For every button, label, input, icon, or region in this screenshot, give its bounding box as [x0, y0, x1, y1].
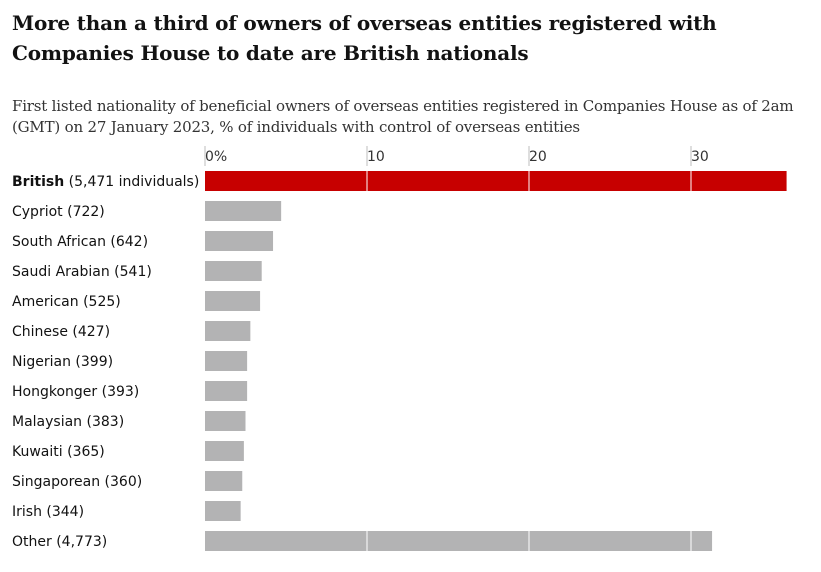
category-label: Cypriot (722)	[12, 204, 105, 220]
category-name: Hongkonger	[12, 384, 97, 400]
category-count: (525)	[79, 294, 121, 310]
bar-south-african	[205, 231, 274, 251]
bar-saudi-arabian	[205, 261, 262, 281]
bar-hongkonger	[205, 381, 248, 401]
chart-subtitle: First listed nationality of beneficial o…	[12, 97, 794, 136]
bar-nigerian	[205, 351, 248, 371]
bar-british	[205, 171, 787, 191]
category-label: Other (4,773)	[12, 534, 107, 550]
category-count: (344)	[42, 504, 84, 520]
category-label: Hongkonger (393)	[12, 384, 139, 400]
bar-american	[205, 291, 261, 311]
category-label: Saudi Arabian (541)	[12, 264, 152, 280]
category-name: Other	[12, 534, 52, 550]
category-count: (5,471 individuals)	[64, 174, 199, 190]
category-count: (365)	[63, 444, 105, 460]
category-name: South African	[12, 234, 106, 250]
category-count: (383)	[82, 414, 124, 430]
bar-other	[205, 531, 713, 551]
category-name: Kuwaiti	[12, 444, 63, 460]
category-count: (427)	[68, 324, 110, 340]
category-count: (642)	[106, 234, 148, 250]
category-name: Saudi Arabian	[12, 264, 110, 280]
category-label: Nigerian (399)	[12, 354, 113, 370]
category-label: American (525)	[12, 294, 121, 310]
category-label: Chinese (427)	[12, 324, 110, 340]
category-name: Irish	[12, 504, 42, 520]
x-tick-label: 30	[691, 149, 709, 165]
category-name: Chinese	[12, 324, 68, 340]
category-name: Singaporean	[12, 474, 100, 490]
bar-cypriot	[205, 201, 282, 221]
x-tick-label: 10	[367, 149, 385, 165]
category-name: British	[12, 174, 64, 190]
category-label: South African (642)	[12, 234, 148, 250]
category-label: Irish (344)	[12, 504, 84, 520]
category-name: Cypriot	[12, 204, 63, 220]
chart-title: More than a third of owners of overseas …	[12, 11, 717, 65]
category-name: Malaysian	[12, 414, 82, 430]
category-name: Nigerian	[12, 354, 71, 370]
category-count: (360)	[100, 474, 142, 490]
category-count: (4,773)	[52, 534, 107, 550]
category-count: (393)	[97, 384, 139, 400]
category-label: Singaporean (360)	[12, 474, 142, 490]
category-label: Malaysian (383)	[12, 414, 124, 430]
bar-malaysian	[205, 411, 246, 431]
bar-chinese	[205, 321, 251, 341]
bar-singaporean	[205, 471, 243, 491]
category-label: British (5,471 individuals)	[12, 174, 199, 190]
category-label: Kuwaiti (365)	[12, 444, 105, 460]
category-count: (399)	[71, 354, 113, 370]
category-name: American	[12, 294, 79, 310]
bar-kuwaiti	[205, 441, 244, 461]
x-tick-label: 20	[529, 149, 547, 165]
category-count: (722)	[63, 204, 105, 220]
x-tick-label: 0%	[205, 149, 227, 165]
category-count: (541)	[110, 264, 152, 280]
bar-irish	[205, 501, 241, 521]
